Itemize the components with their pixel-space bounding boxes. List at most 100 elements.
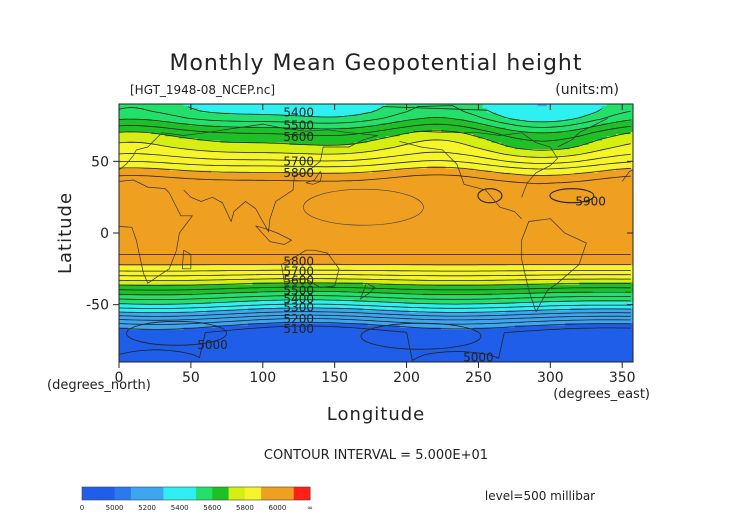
contour-closed-low xyxy=(126,320,227,346)
contour-label: 5000 xyxy=(463,351,494,365)
coastline-segment xyxy=(521,218,587,312)
coastline-segment xyxy=(359,282,376,300)
contour-line xyxy=(119,139,631,158)
y-axis-unit: (degrees_north) xyxy=(47,378,151,393)
coastline-segment xyxy=(399,140,522,219)
contour-label: 5100 xyxy=(283,322,314,336)
contour-label: 5800 xyxy=(283,166,314,180)
colorbar-swatch xyxy=(163,487,181,500)
contour-label: 5500 xyxy=(283,119,314,133)
colorbar-swatch xyxy=(98,487,116,500)
colorbar-tick-label: 5400 xyxy=(171,504,189,512)
coastline-segment xyxy=(621,169,633,182)
x-tick-label: 350 xyxy=(609,370,636,386)
colorbar-swatch xyxy=(196,487,213,500)
x-axis-unit: (degrees_east) xyxy=(553,387,650,402)
units-label: (units:m) xyxy=(555,82,619,98)
colorbar-swatch xyxy=(179,487,197,500)
coastline-segment xyxy=(119,123,378,171)
contour-label: 5400 xyxy=(283,292,314,306)
contour-line xyxy=(119,286,631,291)
file-name-label: [HGT_1948-08_NCEP.nc] xyxy=(130,83,275,97)
contour-label: 5200 xyxy=(283,312,314,326)
contour-line xyxy=(187,106,603,123)
contour-label: 5000 xyxy=(197,338,228,352)
contour-line xyxy=(119,166,631,176)
contour-label: 5300 xyxy=(283,301,314,315)
contour-closed-low xyxy=(360,322,482,350)
contour-line xyxy=(119,311,631,317)
colorbar-tick-label: ∞ xyxy=(307,504,313,512)
contour-closed-high xyxy=(303,188,424,226)
colorbar-swatch xyxy=(261,487,278,500)
coastline-segment xyxy=(305,170,323,185)
plot-area: 5400550056005700580059005800570056005500… xyxy=(118,103,634,365)
colorbar-swatch xyxy=(212,487,230,500)
coastline-segment xyxy=(281,249,340,288)
contour-line xyxy=(119,290,631,296)
x-tick-label: 250 xyxy=(465,370,492,386)
coastline-segment xyxy=(557,117,608,148)
colorbar-swatch xyxy=(147,487,164,500)
colorbar: 0 5000 5200 5400 5600 5800 6000 ∞ xyxy=(80,486,313,512)
colorbar-swatch xyxy=(114,487,132,500)
x-tick-label: 150 xyxy=(321,370,348,386)
coastline-segment xyxy=(255,225,293,245)
contour-line xyxy=(119,321,631,330)
contour-line xyxy=(119,174,631,185)
x-tick-label: 0 xyxy=(115,370,124,386)
contour-line xyxy=(119,278,631,281)
contour-line xyxy=(119,314,631,321)
contour-line xyxy=(119,307,631,313)
colorbar-swatch xyxy=(130,487,148,500)
contour-label: 5800 xyxy=(283,255,314,269)
colorbar-tick-label: 5800 xyxy=(236,504,254,512)
y-tick-label: 0 xyxy=(100,226,109,242)
contour-line xyxy=(119,130,631,151)
colorbar-tick-label: 6000 xyxy=(268,504,286,512)
contour-line xyxy=(119,123,631,142)
y-axis-label: Latitude xyxy=(55,192,76,274)
contour-line xyxy=(119,160,631,170)
contour-label: 5400 xyxy=(283,106,314,120)
colorbar-tick-label: 5600 xyxy=(203,504,221,512)
colorbar-tick-label: 5200 xyxy=(138,504,156,512)
contour-label: 5900 xyxy=(575,195,606,209)
x-tick-label: 100 xyxy=(249,370,276,386)
x-tick-label: 200 xyxy=(393,370,420,386)
contour-label: 5600 xyxy=(283,273,314,287)
level-text: level=500 millibar xyxy=(485,489,595,503)
contour-closed-high xyxy=(549,188,595,204)
colorbar-swatch xyxy=(277,487,295,500)
contour-line xyxy=(119,263,631,266)
colorbar-tick-label: 5000 xyxy=(106,504,124,512)
colorbar-swatch xyxy=(293,487,311,500)
colorbar-swatch xyxy=(244,487,262,500)
contour-interval-text: CONTOUR INTERVAL = 5.000E+01 xyxy=(264,448,488,463)
contour-closed-high xyxy=(477,188,503,204)
coastline-outline xyxy=(119,117,633,312)
contour-line xyxy=(119,299,631,305)
contour-line xyxy=(119,116,631,134)
x-tick-label: 300 xyxy=(537,370,564,386)
chart-title: Monthly Mean Geopotential height xyxy=(169,51,582,76)
colorbar-swatch xyxy=(82,487,99,500)
contour-line xyxy=(119,105,631,128)
contour-line xyxy=(119,282,631,286)
colorbar-swatch xyxy=(228,487,246,500)
coastline-segment xyxy=(183,135,378,233)
contour-line xyxy=(119,303,631,309)
coastline-segment xyxy=(119,179,193,284)
contour-label: 5500 xyxy=(283,283,314,297)
contour-line xyxy=(119,274,631,277)
coastline-segment xyxy=(181,249,192,270)
colorbar-frame xyxy=(81,486,311,501)
colorbar-tick-label: 0 xyxy=(80,504,84,512)
contour-line xyxy=(119,269,631,272)
contour-line xyxy=(119,151,631,164)
y-tick-label: -50 xyxy=(86,298,109,314)
contour-label: 5700 xyxy=(283,154,314,168)
contour-line xyxy=(119,325,631,361)
contour-line xyxy=(119,295,631,300)
